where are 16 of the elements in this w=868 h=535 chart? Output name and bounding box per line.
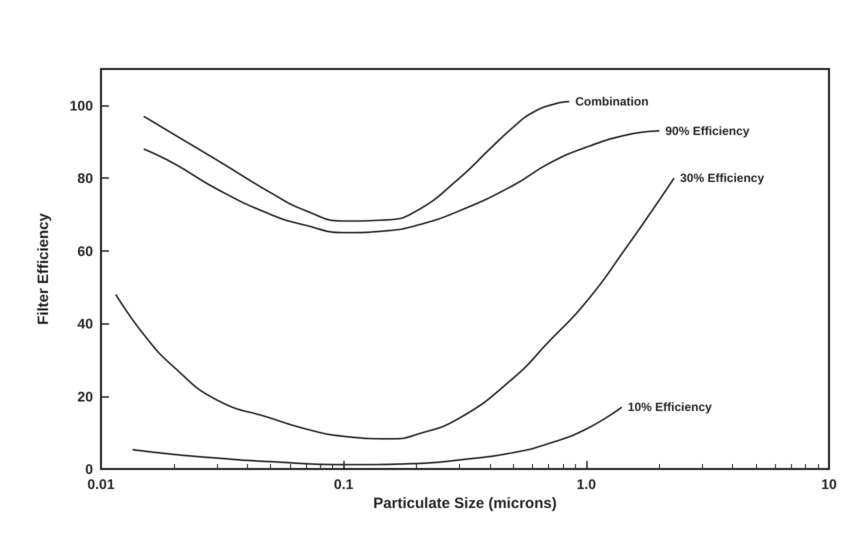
y-tick-label: 100 [70, 97, 94, 114]
series-label: 10% Efficiency [628, 400, 712, 414]
series-label: 90% Efficiency [665, 124, 750, 138]
y-tick-label: 80 [77, 170, 94, 186]
x-tick-label: 10 [821, 476, 837, 492]
y-tick-label: 20 [77, 388, 94, 404]
series-label: 30% Efficiency [680, 171, 764, 186]
x-axis-title: Particulate Size (microns) [373, 494, 557, 512]
x-tick-label: 0.01 [87, 476, 115, 492]
y-axis-title: Filter Efficiency [35, 212, 52, 325]
x-tick-label: 1.0 [576, 476, 596, 492]
y-tick-label: 40 [77, 316, 94, 332]
x-tick-label: 0.1 [334, 476, 354, 492]
series-label: Combination [575, 94, 649, 109]
y-tick-label: 0 [85, 461, 94, 477]
y-tick-label: 60 [77, 242, 94, 259]
